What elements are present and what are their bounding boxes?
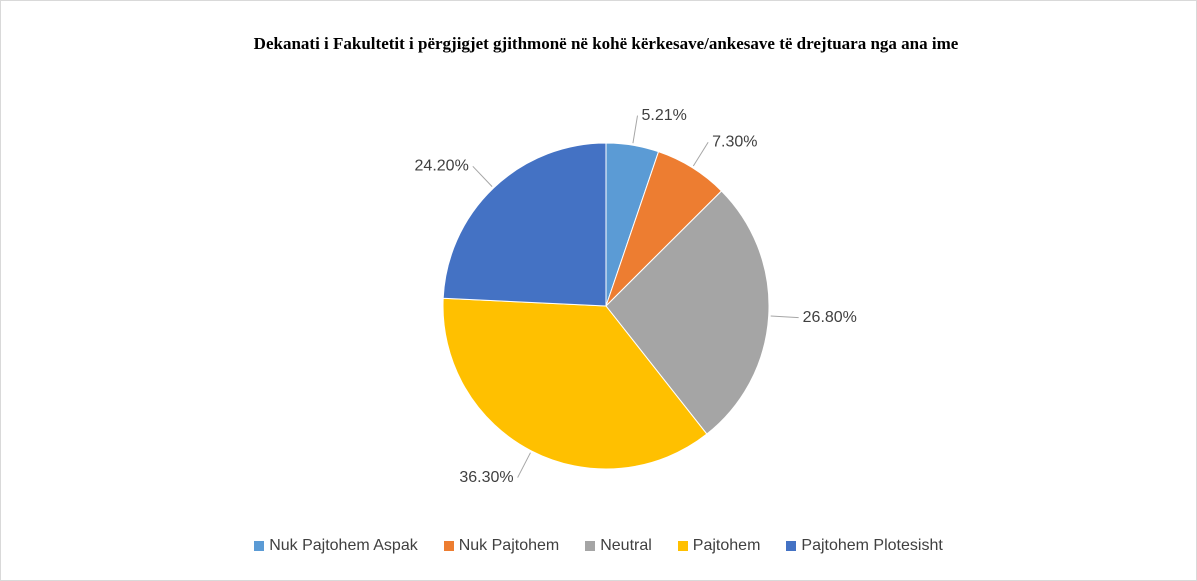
leader-line	[517, 452, 531, 478]
legend-item: Pajtohem	[677, 537, 761, 555]
legend-item: Pajtohem Plotesisht	[786, 537, 943, 555]
legend-swatch	[786, 541, 797, 551]
legend-label: Neutral	[600, 537, 652, 554]
data-label: 26.80%	[803, 309, 857, 326]
data-label: 36.30%	[459, 469, 513, 486]
legend-item: Nuk Pajtohem Aspak	[254, 537, 418, 555]
chart-title: Dekanati i Fakultetit i përgjigjet gjith…	[253, 34, 959, 53]
legend-swatch	[254, 541, 265, 551]
legend-item: Nuk Pajtohem	[443, 537, 560, 555]
legend-item: Neutral	[585, 537, 652, 555]
pie-slice	[442, 142, 607, 307]
legend-label: Nuk Pajtohem	[458, 537, 560, 554]
pie-slice	[605, 190, 770, 435]
legend-label: Pajtohem	[692, 537, 761, 554]
legend-swatch	[585, 541, 596, 551]
leader-line	[472, 165, 493, 187]
pie-slice	[442, 297, 708, 470]
leader-line	[692, 141, 709, 167]
leader-line	[632, 115, 639, 144]
legend-swatch	[443, 541, 454, 551]
legend-label: Nuk Pajtohem Aspak	[269, 537, 418, 554]
data-label: 24.20%	[415, 158, 469, 175]
legend-label: Pajtohem Plotesisht	[801, 537, 943, 554]
legend-swatch	[677, 541, 688, 551]
leader-line	[770, 315, 799, 319]
legend: Nuk Pajtohem Aspak Nuk Pajtohem Neutral Paj…	[1, 537, 1196, 555]
data-label: 5.21%	[642, 107, 687, 124]
data-label: 7.30%	[712, 133, 757, 150]
